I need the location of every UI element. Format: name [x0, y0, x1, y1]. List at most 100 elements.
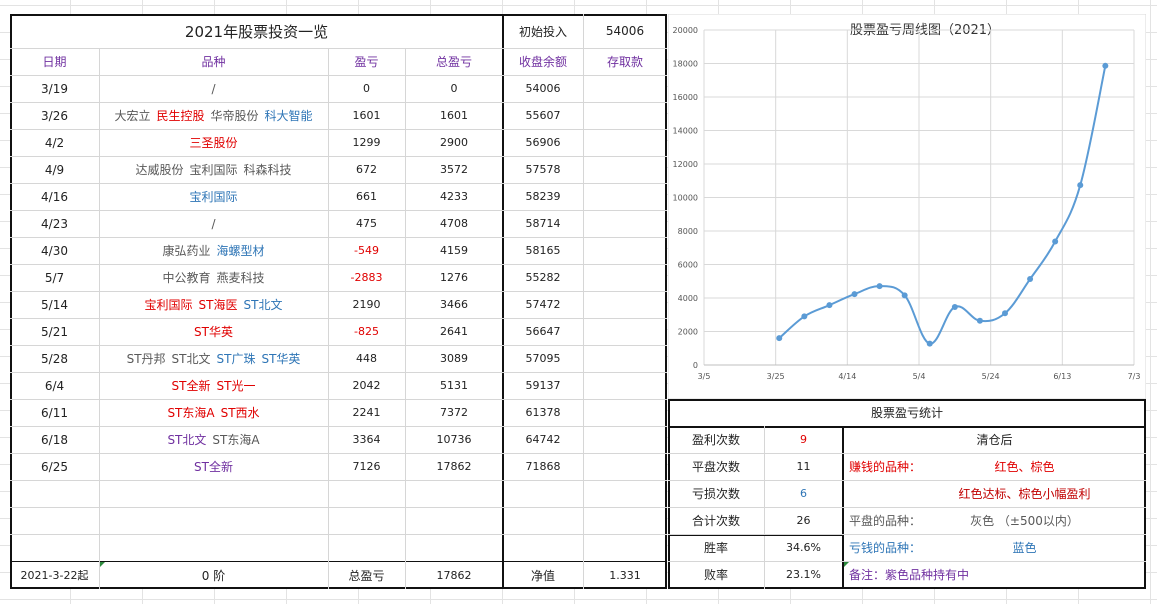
legend-desc[interactable]: 蓝色 — [1012, 541, 1037, 555]
total-pnl-cell[interactable]: 2900 — [440, 136, 468, 149]
deposit-cell[interactable] — [583, 453, 667, 480]
stat-label[interactable]: 亏损次数 — [691, 487, 740, 501]
total-pnl-cell[interactable]: 4233 — [440, 190, 468, 203]
legend-desc[interactable]: 红色达标、棕色小幅盈利 — [958, 487, 1091, 501]
stocks-cell[interactable]: 达威股份 宝利国际 科森科技 — [99, 156, 328, 183]
balance-cell[interactable]: 57095 — [525, 352, 561, 365]
stocks-cell[interactable]: 宝利国际 — [99, 183, 328, 210]
date-cell[interactable]: 5/7 — [44, 270, 65, 285]
date-cell[interactable]: 4/30 — [41, 243, 68, 258]
date-cell[interactable]: 6/4 — [44, 378, 65, 393]
stocks-cell[interactable]: / — [99, 75, 328, 102]
column-header[interactable]: 日期 — [42, 55, 67, 69]
stat-label[interactable]: 平盘次数 — [691, 460, 740, 474]
stocks-cell[interactable]: ST全新 ST光一 — [99, 372, 328, 399]
deposit-cell[interactable] — [583, 183, 667, 210]
column-header[interactable]: 总盈亏 — [435, 55, 472, 69]
legend-label[interactable]: 亏钱的品种： — [849, 541, 922, 555]
pnl-cell[interactable]: 672 — [356, 163, 377, 176]
balance-cell[interactable]: 58165 — [525, 244, 561, 257]
balance-cell[interactable]: 54006 — [525, 82, 561, 95]
deposit-cell[interactable] — [583, 318, 667, 345]
pnl-cell[interactable]: 2241 — [352, 406, 381, 419]
stocks-cell[interactable]: ST北文 ST东海A — [99, 426, 328, 453]
deposit-cell[interactable] — [583, 345, 667, 372]
stage-cell[interactable]: 0 阶 — [201, 568, 226, 583]
deposit-cell[interactable] — [583, 129, 667, 156]
total-pnl-cell[interactable]: 4159 — [440, 244, 468, 257]
column-header[interactable]: 盈亏 — [354, 55, 379, 69]
balance-cell[interactable]: 57578 — [525, 163, 561, 176]
pnl-cell[interactable]: 0 — [363, 82, 370, 95]
date-cell[interactable]: 6/18 — [41, 432, 68, 447]
total-pnl-cell[interactable]: 17862 — [436, 460, 472, 473]
date-cell[interactable]: 4/9 — [44, 162, 65, 177]
pnl-cell[interactable]: 3364 — [352, 433, 381, 446]
pnl-cell[interactable]: 448 — [356, 352, 377, 365]
date-cell[interactable]: 6/11 — [41, 405, 68, 420]
legend-label[interactable]: 平盘的品种： — [849, 514, 922, 528]
date-cell[interactable]: 4/16 — [41, 189, 68, 204]
stocks-cell[interactable]: 三圣股份 — [99, 129, 328, 156]
deposit-cell[interactable] — [583, 399, 667, 426]
balance-cell[interactable]: 64742 — [525, 433, 561, 446]
pnl-cell[interactable]: 661 — [356, 190, 377, 203]
pnl-cell[interactable]: 2190 — [352, 298, 381, 311]
total-pnl-cell[interactable]: 3572 — [440, 163, 468, 176]
balance-cell[interactable]: 58239 — [525, 190, 561, 203]
stat-value[interactable]: 6 — [800, 487, 807, 500]
balance-cell[interactable]: 56647 — [525, 325, 561, 338]
stat-value[interactable]: 9 — [800, 433, 807, 446]
stat-value[interactable]: 26 — [796, 514, 811, 527]
legend-note[interactable]: 备注：紫色品种持有中 — [849, 568, 970, 582]
net-value[interactable]: 1.331 — [609, 568, 641, 582]
start-date-cell[interactable]: 2021-3-22起 — [20, 569, 89, 582]
stocks-cell[interactable]: ST东海A ST西水 — [99, 399, 328, 426]
deposit-cell[interactable] — [583, 264, 667, 291]
date-cell[interactable]: 6/25 — [41, 459, 68, 474]
stocks-cell[interactable]: 宝利国际 ST海医 ST北文 — [99, 291, 328, 318]
deposit-cell[interactable] — [583, 75, 667, 102]
deposit-cell[interactable] — [583, 426, 667, 453]
total-pnl-cell[interactable]: 0 — [450, 82, 458, 95]
stat-label[interactable]: 胜率 — [703, 541, 728, 555]
legend-label[interactable]: 赚钱的品种： — [849, 460, 922, 474]
stat-label[interactable]: 合计次数 — [691, 514, 740, 528]
date-cell[interactable]: 5/21 — [41, 324, 68, 339]
column-header[interactable]: 品种 — [201, 55, 226, 69]
total-pnl-cell[interactable]: 1276 — [440, 271, 468, 284]
balance-cell[interactable]: 55282 — [525, 271, 561, 284]
total-pnl-cell[interactable]: 4708 — [440, 217, 468, 230]
deposit-cell[interactable] — [583, 372, 667, 399]
total-pnl-cell[interactable]: 5131 — [440, 379, 468, 392]
deposit-cell[interactable] — [583, 291, 667, 318]
pnl-cell[interactable]: 2042 — [352, 379, 381, 392]
deposit-cell[interactable] — [583, 156, 667, 183]
total-value[interactable]: 17862 — [436, 568, 472, 582]
total-pnl-cell[interactable]: 3466 — [440, 298, 468, 311]
stocks-cell[interactable]: 中公教育 燕麦科技 — [99, 264, 328, 291]
pnl-cell[interactable]: 1601 — [352, 109, 381, 122]
net-label[interactable]: 净值 — [530, 568, 555, 583]
date-cell[interactable]: 3/26 — [41, 108, 68, 123]
balance-cell[interactable]: 55607 — [525, 109, 561, 122]
deposit-cell[interactable] — [583, 210, 667, 237]
legend-title[interactable]: 清仓后 — [976, 433, 1013, 447]
column-header[interactable]: 存取款 — [606, 55, 643, 69]
balance-cell[interactable]: 57472 — [525, 298, 561, 311]
date-cell[interactable]: 4/2 — [44, 135, 65, 150]
stat-value[interactable]: 23.1% — [786, 568, 821, 581]
legend-desc[interactable]: 灰色 （±500以内） — [970, 514, 1079, 528]
pnl-cell[interactable]: -825 — [354, 325, 379, 338]
balance-cell[interactable]: 59137 — [525, 379, 561, 392]
deposit-cell[interactable] — [583, 102, 667, 129]
total-label[interactable]: 总盈亏 — [348, 568, 385, 583]
total-pnl-cell[interactable]: 7372 — [440, 406, 468, 419]
deposit-cell[interactable] — [583, 237, 667, 264]
stocks-cell[interactable]: 康弘药业 海螺型材 — [99, 237, 328, 264]
total-pnl-cell[interactable]: 2641 — [440, 325, 468, 338]
total-pnl-cell[interactable]: 3089 — [440, 352, 468, 365]
stat-label[interactable]: 败率 — [703, 568, 728, 582]
stocks-cell[interactable]: 大宏立 民生控股 华帝股份 科大智能 — [99, 102, 328, 129]
stocks-cell[interactable]: ST丹邦 ST北文 ST广珠 ST华英 — [99, 345, 328, 372]
